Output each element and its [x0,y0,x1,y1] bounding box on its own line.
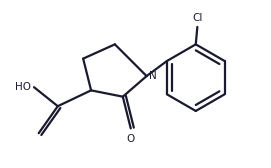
Text: N: N [149,71,157,81]
Text: O: O [127,134,135,144]
Text: Cl: Cl [192,13,202,23]
Text: HO: HO [15,82,31,92]
